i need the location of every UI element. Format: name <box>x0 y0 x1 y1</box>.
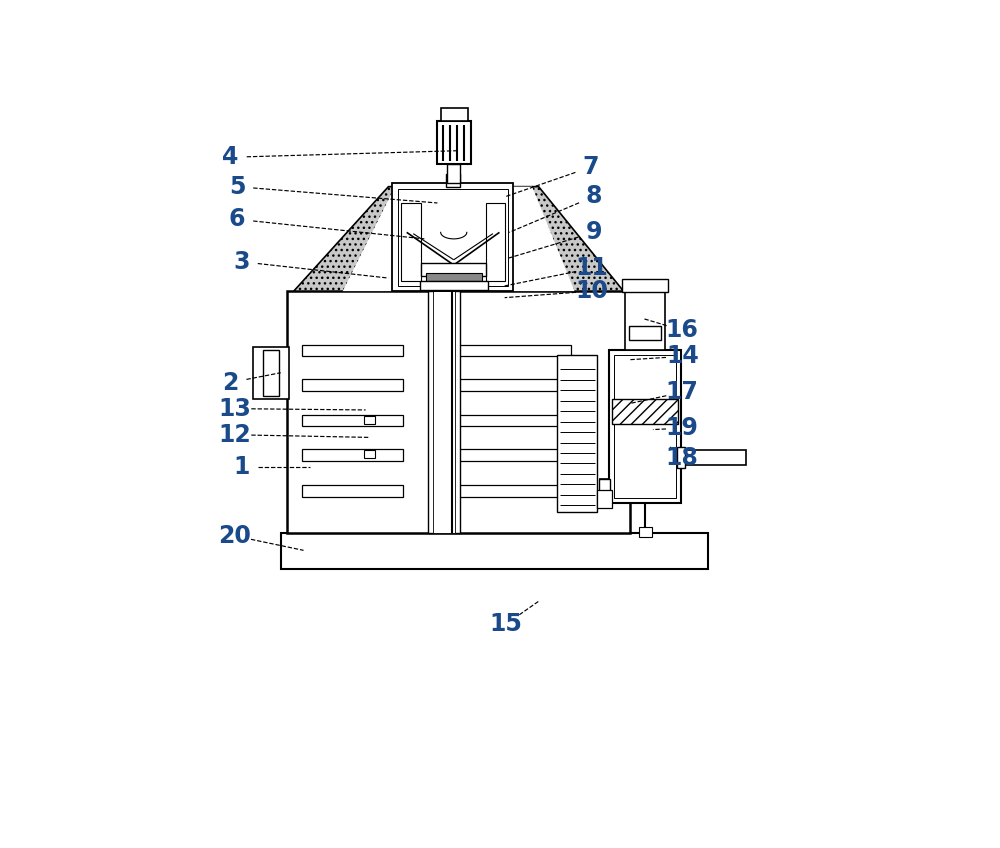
Text: 6: 6 <box>229 207 245 232</box>
Bar <box>447 164 460 183</box>
Bar <box>420 281 488 290</box>
Bar <box>441 109 468 121</box>
Text: 5: 5 <box>229 175 245 198</box>
Bar <box>421 263 486 276</box>
Bar <box>612 399 678 423</box>
Text: 9: 9 <box>586 220 602 244</box>
Bar <box>457 344 571 356</box>
Bar <box>457 485 571 497</box>
Text: 2: 2 <box>222 371 239 394</box>
Text: 19: 19 <box>666 416 699 440</box>
Bar <box>625 287 665 350</box>
Bar <box>446 174 460 187</box>
Text: 20: 20 <box>219 524 251 548</box>
Bar <box>681 449 746 466</box>
Bar <box>457 379 571 391</box>
Bar <box>302 449 403 461</box>
Polygon shape <box>294 187 624 291</box>
Text: 16: 16 <box>666 318 699 343</box>
Bar <box>263 350 279 395</box>
Bar <box>426 274 482 282</box>
Text: 3: 3 <box>233 249 250 274</box>
Text: 15: 15 <box>490 612 522 636</box>
Bar <box>302 344 403 356</box>
Text: 13: 13 <box>219 397 251 421</box>
Bar <box>433 291 455 533</box>
Text: 8: 8 <box>586 184 602 209</box>
Bar <box>401 203 421 282</box>
Text: 7: 7 <box>583 155 599 179</box>
Bar <box>398 188 508 286</box>
Bar <box>677 447 685 468</box>
Text: 14: 14 <box>666 344 699 368</box>
Bar <box>629 326 661 340</box>
Bar <box>457 449 571 461</box>
Bar <box>609 350 681 504</box>
Text: 10: 10 <box>576 279 609 303</box>
Bar <box>597 489 612 508</box>
Text: 4: 4 <box>222 145 239 170</box>
Bar <box>392 183 513 291</box>
Bar <box>437 121 471 164</box>
Bar <box>364 450 375 458</box>
Bar <box>599 479 610 494</box>
Bar <box>302 415 403 427</box>
Text: 1: 1 <box>233 455 250 479</box>
Bar <box>457 415 571 427</box>
Bar <box>486 203 505 282</box>
Text: 17: 17 <box>666 380 699 404</box>
Text: 11: 11 <box>576 256 609 281</box>
Polygon shape <box>343 187 575 291</box>
Bar <box>557 355 597 512</box>
Bar <box>302 379 403 391</box>
Bar <box>364 416 375 424</box>
Bar <box>622 279 668 293</box>
Bar <box>639 527 652 538</box>
Bar <box>287 291 630 533</box>
Bar <box>428 291 460 533</box>
Text: 18: 18 <box>666 445 699 470</box>
Text: 12: 12 <box>219 423 251 447</box>
Bar <box>302 485 403 497</box>
Bar <box>253 347 289 399</box>
Bar <box>614 355 676 498</box>
Bar <box>281 533 708 569</box>
